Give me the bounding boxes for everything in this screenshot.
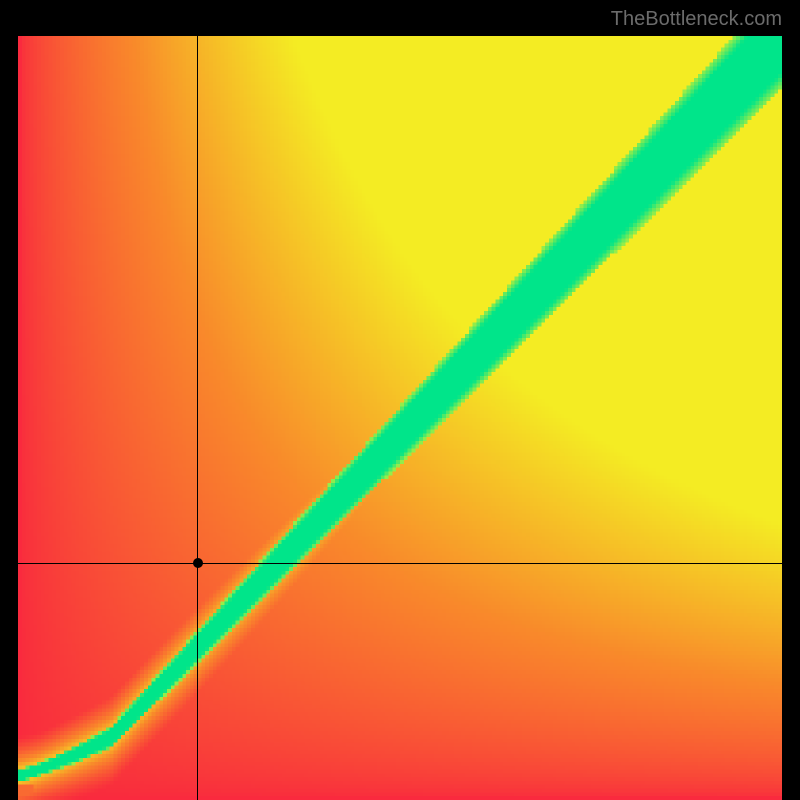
crosshair-dot bbox=[193, 558, 203, 568]
crosshair-vertical bbox=[197, 36, 198, 800]
heatmap-canvas bbox=[18, 36, 782, 800]
crosshair-horizontal bbox=[18, 563, 782, 564]
chart-container: TheBottleneck.com bbox=[0, 0, 800, 800]
watermark-text: TheBottleneck.com bbox=[611, 8, 782, 31]
